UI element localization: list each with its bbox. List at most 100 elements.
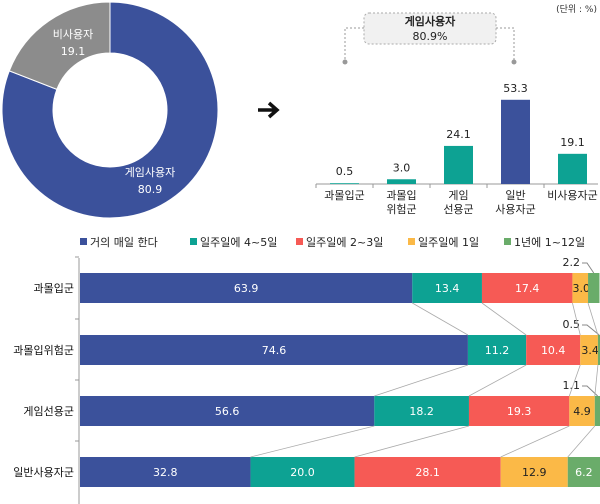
column-bar	[330, 183, 359, 185]
stacked-segment	[580, 335, 598, 365]
category-label: 과몰입	[386, 189, 416, 202]
label-leader	[582, 324, 600, 336]
connector-line	[250, 425, 375, 458]
column-value-label: 0.5	[336, 165, 354, 178]
connector-line	[572, 302, 581, 336]
category-label: 사용자군	[495, 203, 535, 216]
label-leader	[582, 385, 599, 397]
bracket-dot	[342, 59, 348, 65]
legend-swatch	[504, 238, 511, 245]
segment-value-label: 2.2	[563, 256, 581, 269]
annotation-title: 게임사용자	[405, 14, 456, 28]
connector-line	[594, 364, 599, 397]
connector-line	[587, 302, 599, 336]
stacked-segment	[468, 396, 570, 426]
connector-line	[568, 364, 581, 397]
category-label: 위험군	[386, 203, 416, 216]
connector-line	[481, 302, 527, 336]
stacked-segment	[467, 335, 527, 365]
slice-value: 19.1	[61, 45, 86, 58]
legend-label: 1년에 1~12일	[514, 235, 585, 249]
slice-label: 게임사용자	[125, 166, 176, 179]
segment-value-label: 10.4	[541, 344, 566, 357]
legend-label: 일주일에 4~5일	[200, 235, 277, 249]
stacked-segment	[569, 396, 595, 426]
segment-value-label: 56.6	[215, 405, 240, 418]
segment-value-label: 19.3	[507, 405, 532, 418]
segment-value-label: 20.0	[290, 466, 315, 479]
stacked-segment	[572, 273, 589, 303]
donut-slice	[8, 1, 111, 90]
stacked-segment	[567, 457, 600, 487]
row-label: 게임선용군	[23, 405, 74, 418]
stacked-segment	[597, 335, 600, 365]
connector-line	[412, 302, 469, 336]
connector-line	[468, 364, 527, 397]
row-label: 과몰입군	[34, 282, 74, 295]
connector-line	[500, 425, 570, 458]
segment-value-label: 0.5	[563, 318, 581, 331]
connector-line	[374, 364, 469, 397]
stacked-segment	[412, 273, 482, 303]
right-arrow-icon	[258, 101, 280, 119]
stacked-segment	[374, 396, 469, 426]
segment-value-label: 4.9	[573, 405, 591, 418]
label-leader	[582, 262, 595, 274]
stacked-segment	[588, 273, 600, 303]
stacked-segment	[80, 396, 375, 426]
column-chart: 0.5 과몰입군 3.0 과몰입위험군 24.1 게임선용군 53.3 일반사용자군 19.1 비…	[315, 12, 598, 216]
segment-value-label: 28.1	[415, 466, 440, 479]
legend-label: 일주일에 2~3일	[306, 235, 383, 249]
stacked-segment	[500, 457, 568, 487]
segment-value-label: 63.9	[234, 282, 259, 295]
stacked-segment	[526, 335, 581, 365]
donut-chart: 게임사용자 80.9 비사용자 19.1	[1, 1, 219, 219]
segment-value-label: 13.4	[435, 282, 460, 295]
stacked-segment	[80, 273, 413, 303]
column-value-label: 3.0	[393, 161, 411, 174]
stacked-segment	[594, 396, 600, 426]
legend-label: 일주일에 1일	[418, 235, 479, 249]
slice-label: 비사용자	[53, 28, 93, 41]
segment-value-label: 17.4	[515, 282, 540, 295]
column-value-label: 24.1	[446, 128, 471, 141]
segment-value-label: 32.8	[153, 466, 178, 479]
connector-line	[567, 425, 596, 458]
annotation-value: 80.9%	[413, 30, 448, 43]
column-bar	[387, 179, 416, 184]
stacked-segment	[80, 335, 468, 365]
donut-slice	[1, 1, 219, 219]
connector-line	[354, 425, 470, 458]
column-bar	[444, 145, 473, 184]
category-label: 일반	[505, 188, 525, 202]
segment-value-label: 3.0	[572, 282, 590, 295]
stacked-segment	[250, 457, 355, 487]
column-bar	[501, 99, 530, 184]
legend-swatch	[190, 238, 197, 245]
slice-value: 80.9	[138, 183, 163, 196]
row-label: 일반사용자군	[13, 465, 74, 479]
legend-swatch	[296, 238, 303, 245]
column-value-label: 19.1	[560, 136, 585, 149]
stacked-segment	[354, 457, 501, 487]
legend-swatch	[80, 238, 87, 245]
bracket-dot	[511, 59, 517, 65]
segment-value-label: 18.2	[409, 405, 434, 418]
segment-value-label: 12.9	[522, 466, 547, 479]
annotation-bracket	[344, 27, 515, 62]
unit-label: (단위 : %)	[556, 4, 597, 15]
column-value-label: 53.3	[503, 82, 528, 95]
segment-value-label: 3.4	[581, 344, 599, 357]
segment-value-label: 11.2	[485, 344, 510, 357]
legend-label: 거의 매일 한다	[90, 235, 158, 249]
category-label: 선용군	[443, 203, 473, 216]
category-label: 비사용자군	[547, 189, 598, 202]
stacked-segment	[481, 273, 573, 303]
segment-value-label: 1.1	[563, 379, 581, 392]
stacked-segment	[80, 457, 251, 487]
category-label: 과몰입군	[324, 189, 364, 202]
segment-value-label: 74.6	[262, 344, 287, 357]
column-bar	[558, 153, 587, 184]
row-label: 과몰입위험군	[13, 344, 74, 357]
